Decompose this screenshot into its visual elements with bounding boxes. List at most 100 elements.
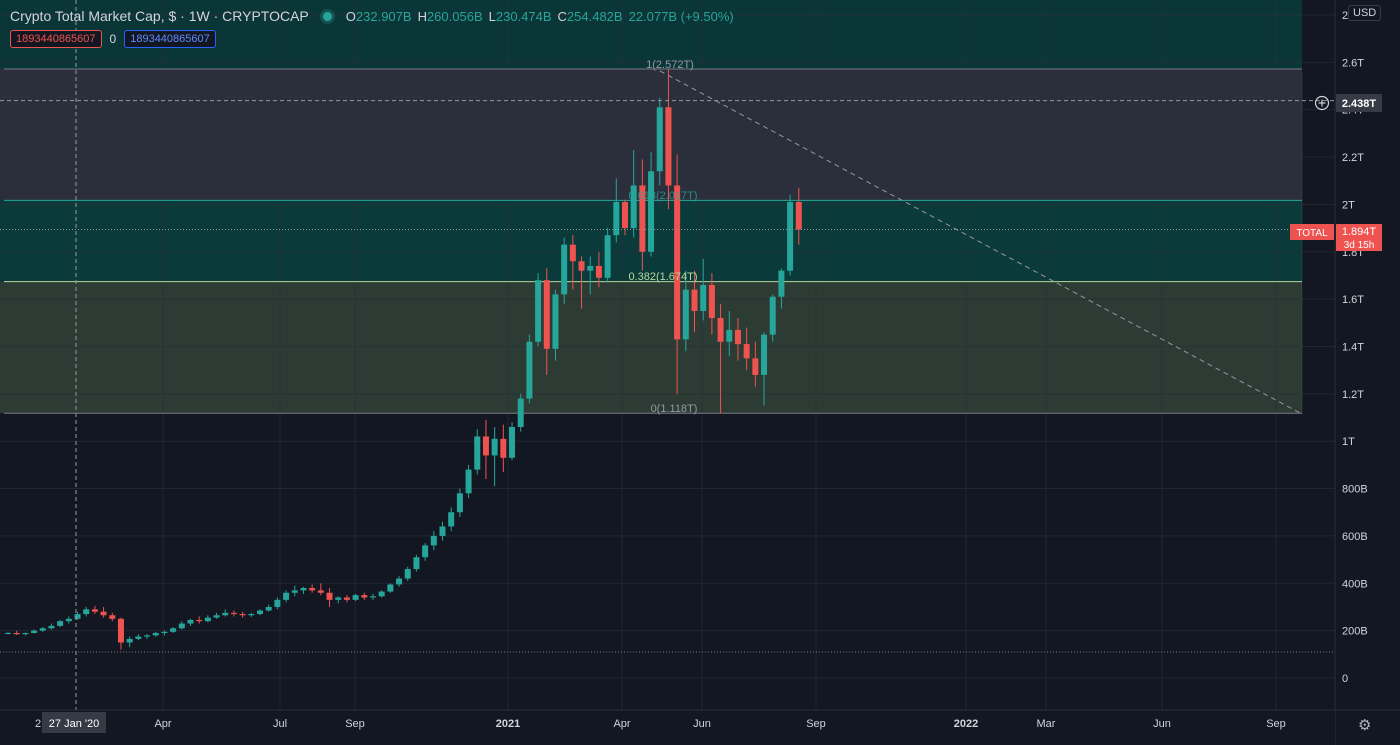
candle[interactable] <box>517 393 524 432</box>
candle[interactable] <box>795 187 802 245</box>
candle[interactable] <box>74 611 81 620</box>
candle[interactable] <box>552 289 559 361</box>
candle[interactable] <box>352 593 359 602</box>
candle[interactable] <box>135 634 142 641</box>
candle[interactable] <box>335 596 342 604</box>
candle[interactable] <box>317 583 324 596</box>
candle[interactable] <box>300 586 307 594</box>
candle[interactable] <box>109 612 116 622</box>
candle[interactable] <box>465 464 472 499</box>
candle[interactable] <box>561 237 568 304</box>
candle[interactable] <box>491 426 498 487</box>
candle[interactable] <box>639 159 646 271</box>
candle[interactable] <box>769 294 776 342</box>
candle[interactable] <box>13 630 20 635</box>
candle[interactable] <box>474 429 481 475</box>
candle[interactable] <box>283 590 290 603</box>
candle[interactable] <box>604 228 611 283</box>
candle[interactable] <box>126 636 133 648</box>
plus-circle-icon[interactable] <box>1314 95 1330 111</box>
candle[interactable] <box>761 332 768 406</box>
candle[interactable] <box>404 566 411 581</box>
symbol-title[interactable]: Crypto Total Market Cap, $ · 1W · CRYPTO… <box>10 8 309 24</box>
currency-button[interactable]: USD <box>1348 5 1382 21</box>
candle[interactable] <box>265 604 272 612</box>
candle[interactable] <box>708 273 715 335</box>
candle[interactable] <box>378 590 385 598</box>
candle[interactable] <box>239 611 246 618</box>
candle[interactable] <box>595 251 602 288</box>
candle[interactable] <box>117 617 124 650</box>
candle[interactable] <box>170 627 177 634</box>
candle[interactable] <box>387 583 394 593</box>
candle[interactable] <box>369 593 376 600</box>
badge-red-value[interactable]: 1893440865607 <box>10 30 102 48</box>
candle[interactable] <box>482 419 489 480</box>
candle[interactable] <box>83 606 90 617</box>
candle[interactable] <box>413 554 420 572</box>
candle[interactable] <box>343 595 350 603</box>
candle[interactable] <box>613 178 620 243</box>
candle[interactable] <box>665 68 672 210</box>
candle[interactable] <box>5 631 11 635</box>
candle[interactable] <box>726 310 733 356</box>
candle[interactable] <box>39 627 46 632</box>
candle[interactable] <box>734 318 741 361</box>
candle[interactable] <box>230 610 237 617</box>
candle[interactable] <box>161 630 168 636</box>
crosshair-price-tag[interactable]: 2.438T <box>1314 94 1383 112</box>
candle[interactable] <box>178 621 185 630</box>
candle[interactable] <box>22 632 29 636</box>
candle[interactable] <box>500 424 507 472</box>
candle[interactable] <box>439 521 446 541</box>
candle[interactable] <box>326 588 333 607</box>
candle[interactable] <box>309 584 316 593</box>
candle[interactable] <box>630 149 637 238</box>
candle[interactable] <box>717 303 724 414</box>
candle[interactable] <box>422 543 429 561</box>
candle[interactable] <box>100 606 107 618</box>
candle[interactable] <box>396 576 403 587</box>
candle[interactable] <box>91 605 98 615</box>
candle[interactable] <box>778 268 785 309</box>
candle[interactable] <box>65 616 72 624</box>
candle[interactable] <box>752 341 759 387</box>
candle[interactable] <box>48 623 55 630</box>
candle[interactable] <box>187 618 194 626</box>
candle[interactable] <box>656 97 663 186</box>
candle[interactable] <box>682 270 689 352</box>
badge-blue-value[interactable]: 1893440865607 <box>124 30 216 48</box>
candle[interactable] <box>587 256 594 295</box>
candle[interactable] <box>430 531 437 551</box>
candle[interactable] <box>31 629 38 634</box>
candle[interactable] <box>543 268 550 375</box>
candle[interactable] <box>648 152 655 257</box>
candle[interactable] <box>448 507 455 532</box>
candle[interactable] <box>291 585 298 597</box>
candle[interactable] <box>257 609 264 616</box>
candle[interactable] <box>222 609 229 617</box>
candle[interactable] <box>578 256 585 309</box>
candle[interactable] <box>274 597 281 610</box>
candle[interactable] <box>787 194 794 276</box>
candle[interactable] <box>213 612 220 619</box>
candle[interactable] <box>361 592 368 600</box>
candle[interactable] <box>248 612 255 617</box>
candle[interactable] <box>456 488 463 517</box>
candle[interactable] <box>204 615 211 623</box>
candle[interactable] <box>674 154 681 394</box>
candle[interactable] <box>700 258 707 321</box>
candle[interactable] <box>743 327 750 371</box>
candle[interactable] <box>691 270 698 333</box>
candle[interactable] <box>144 634 151 639</box>
candle[interactable] <box>152 631 159 637</box>
candle[interactable] <box>535 273 542 347</box>
candle[interactable] <box>196 616 203 624</box>
gear-icon[interactable]: ⚙ <box>1358 717 1372 734</box>
candle[interactable] <box>526 334 533 404</box>
candle[interactable] <box>57 619 64 628</box>
candle[interactable] <box>569 235 576 290</box>
candle[interactable] <box>509 422 516 461</box>
